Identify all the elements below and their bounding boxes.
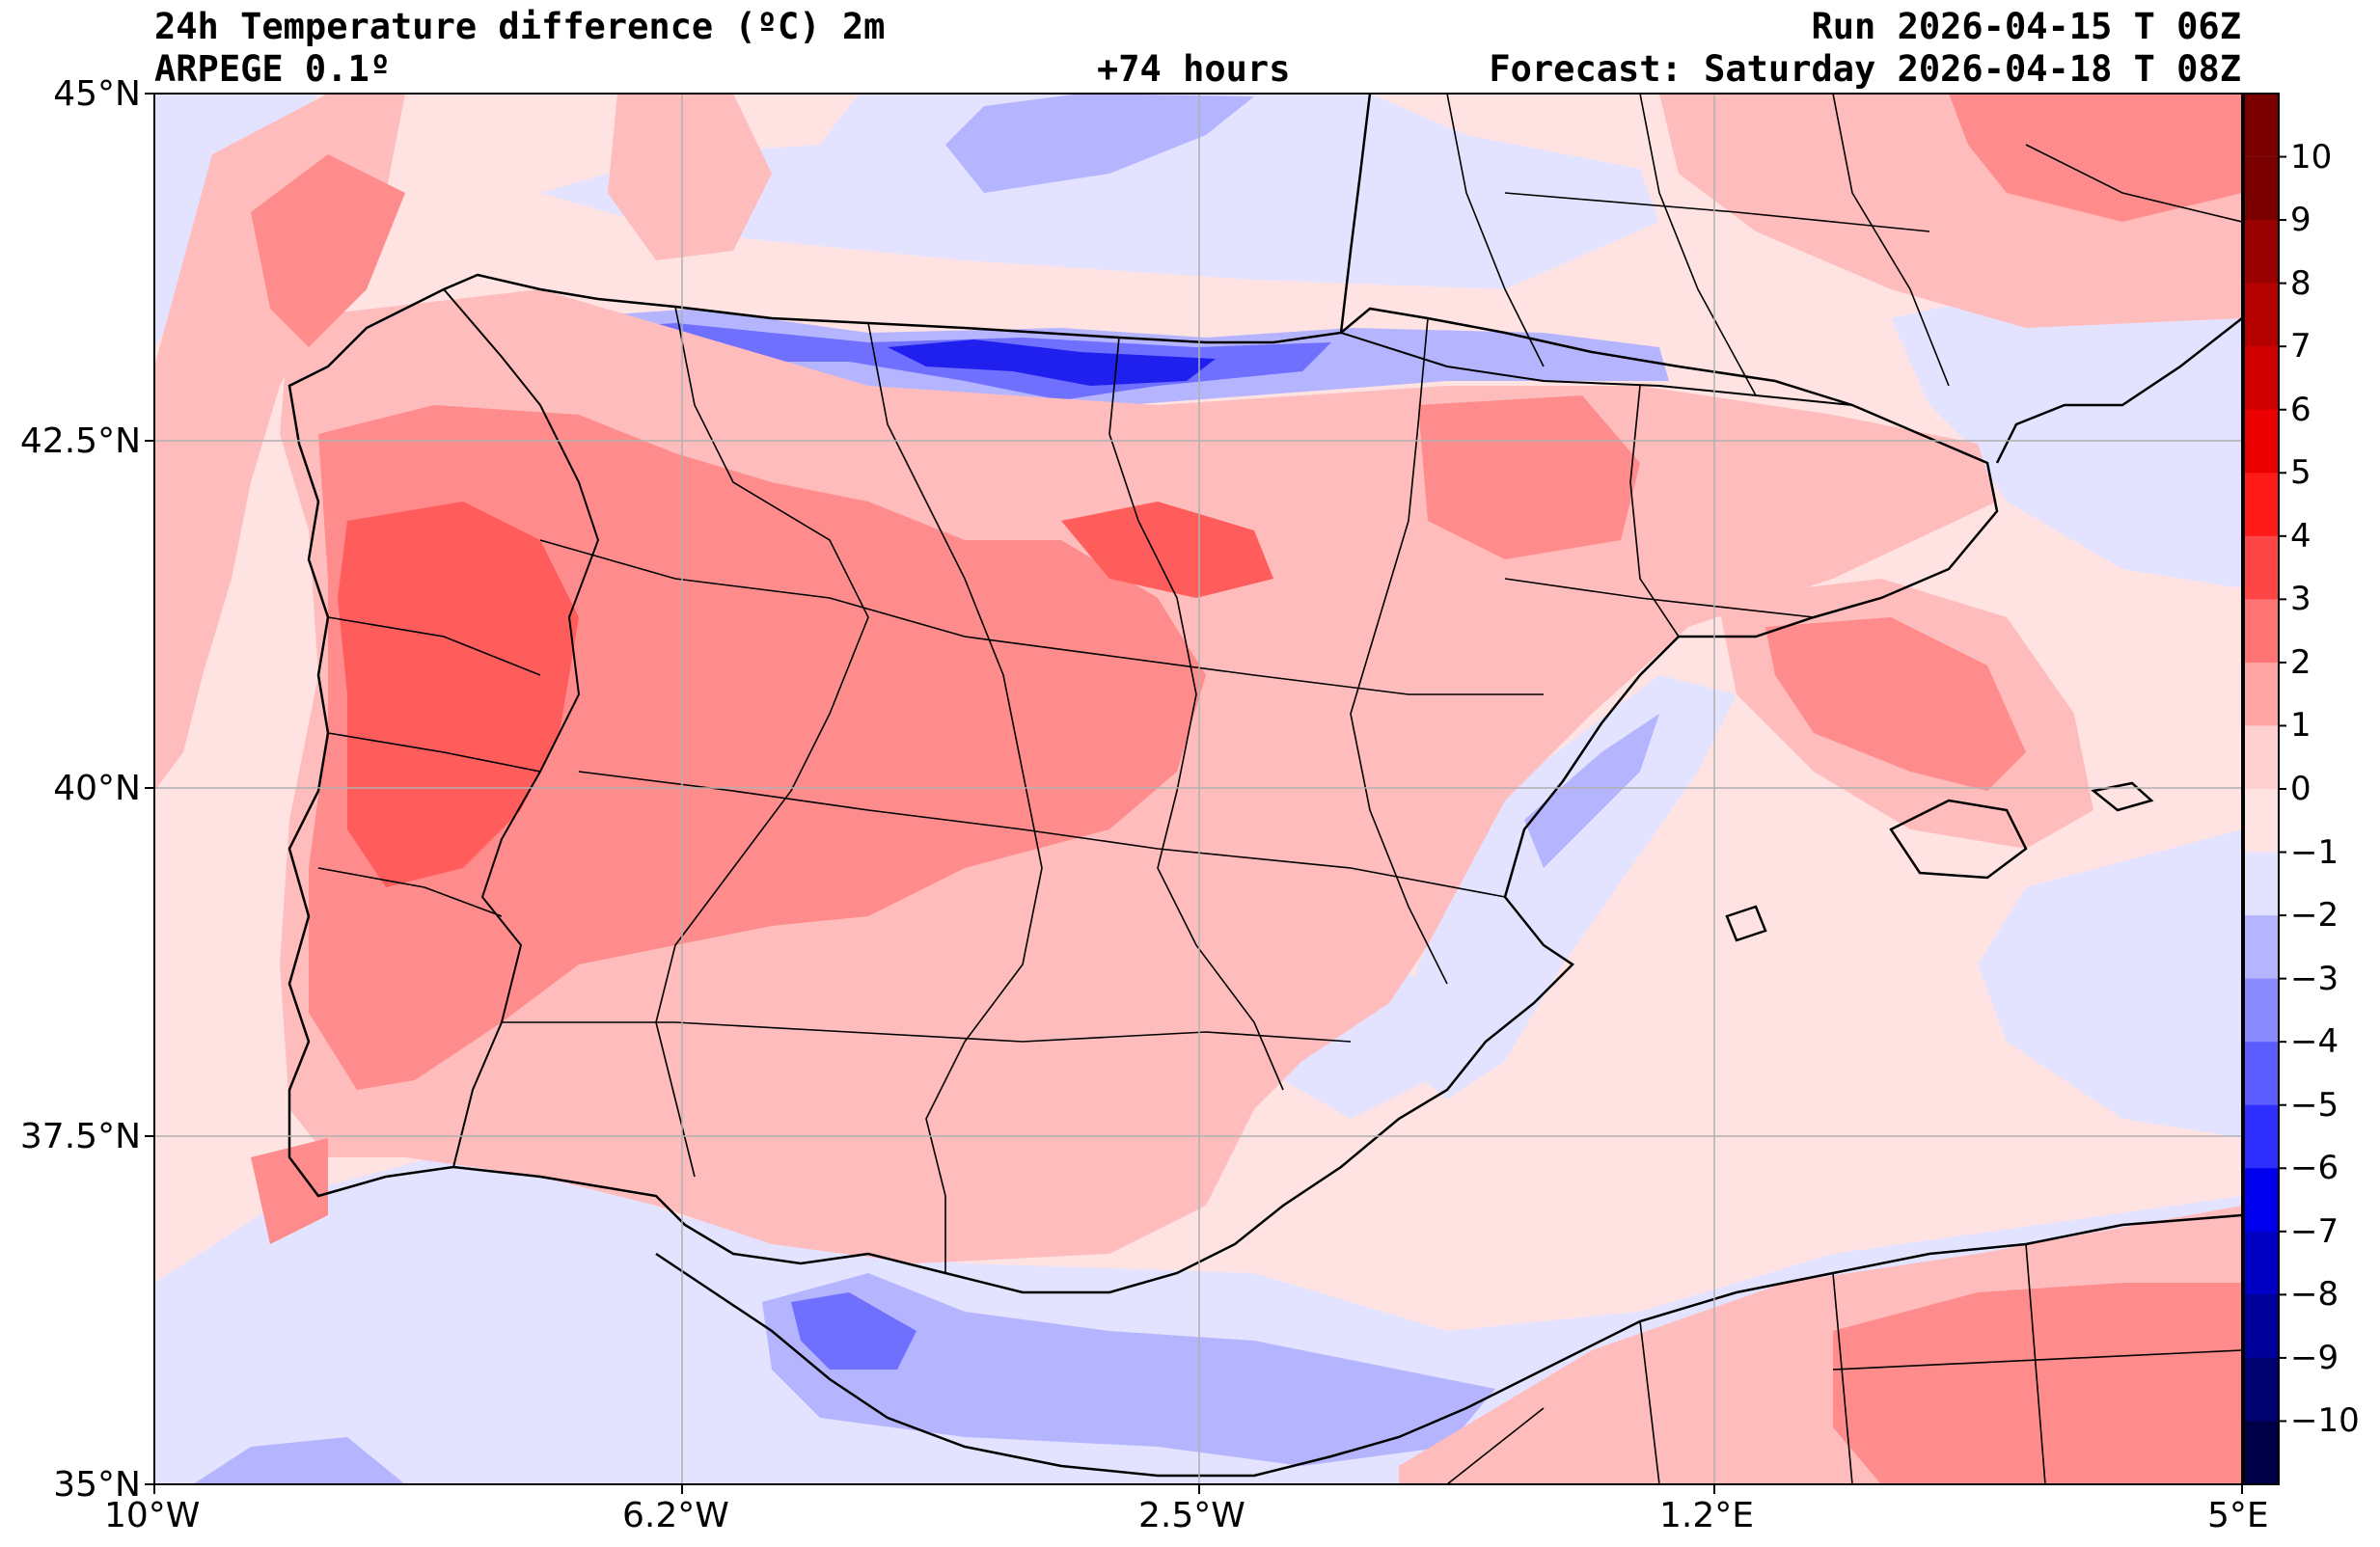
coastline-iberia — [287, 273, 1999, 1294]
colorbar-bin — [2244, 283, 2279, 347]
colorbar-label: 10 — [2290, 137, 2333, 176]
colorbar-bin — [2244, 156, 2279, 221]
colorbar-label: −4 — [2290, 1022, 2339, 1062]
run-time: Run 2026-04-15 T 06Z — [1811, 6, 2241, 47]
cool-area-bay-of-biscay — [540, 94, 1659, 289]
colorbar-label: 5 — [2290, 453, 2312, 493]
colorbar-bin — [2244, 1421, 2279, 1485]
colorbar-bin — [2244, 1104, 2279, 1169]
colorbar-label: 8 — [2290, 263, 2312, 303]
colorbar-bin — [2244, 1042, 2279, 1106]
colorbar-label: 3 — [2290, 580, 2312, 619]
lat-label-42-5n: 42.5°N — [19, 421, 141, 461]
lon-label-6-2w: 6.2°W — [622, 1496, 729, 1535]
colorbar-label: −7 — [2290, 1211, 2339, 1251]
warm-area-atlantic-west-core — [251, 154, 405, 347]
lat-label-37-5n: 37.5°N — [19, 1117, 141, 1156]
lat-label-45n: 45°N — [53, 74, 141, 114]
axis-ticks — [145, 93, 2243, 1494]
cool-area-bay-blue — [945, 94, 1254, 193]
lon-label-5e: 5°E — [2207, 1496, 2269, 1535]
island-mallorca — [1889, 799, 2028, 880]
warm-area-biscay-strip — [608, 94, 772, 260]
warm-area-center-hot — [1061, 502, 1273, 598]
cool-area-southwest — [193, 1437, 405, 1484]
colorbar-bin — [2244, 978, 2279, 1043]
cool-strip-cantabrian-deep — [888, 339, 1216, 386]
colorbar-label: 7 — [2290, 327, 2312, 366]
cool-area-atlantic-nw — [154, 94, 318, 347]
lat-label-40n: 40°N — [53, 769, 141, 808]
warm-area-northeast — [1418, 395, 1640, 559]
colorbar-bin — [2244, 346, 2279, 411]
country-borders-africa — [1446, 1243, 2242, 1484]
colorbar-label: −9 — [2290, 1338, 2339, 1377]
colorbar-bin — [2244, 1168, 2279, 1233]
cool-area-valencia-blue — [1524, 714, 1659, 868]
model-name: ARPEGE 0.1º — [154, 48, 392, 90]
colorbar-bin — [2244, 1294, 2279, 1359]
colorbar-label: −2 — [2290, 896, 2339, 936]
coastline-africa — [655, 1213, 2242, 1478]
colorbar-label: −1 — [2290, 832, 2339, 872]
warm-area-algarve — [251, 1138, 328, 1244]
colorbar-bin — [2244, 409, 2279, 474]
cool-area-alboran — [762, 1273, 1495, 1466]
colorbar-label: 2 — [2290, 642, 2312, 682]
province-borders-france — [1446, 94, 2242, 396]
colorbar-bin — [2244, 1231, 2279, 1295]
colorbar-bin-overflow — [2244, 94, 2279, 157]
colorbar-label: −10 — [2290, 1401, 2360, 1441]
cool-area-gulf-lion — [1891, 289, 2242, 588]
colorbar-bin — [2244, 915, 2279, 980]
colorbar-label: −3 — [2290, 959, 2339, 998]
island-ibiza — [1725, 905, 1767, 942]
warm-area-balearic-core — [1765, 617, 2026, 791]
colorbar-bin — [2244, 852, 2279, 916]
warm-area-portugal-hot — [338, 502, 579, 887]
country-border-pyrenees — [1340, 332, 1853, 406]
colorbar-label: 4 — [2290, 516, 2312, 556]
province-borders — [317, 306, 1815, 1273]
country-border-portugal — [443, 288, 600, 1168]
colorbar-label: 6 — [2290, 390, 2312, 429]
colorbar-label: 0 — [2290, 770, 2312, 808]
temperature-field — [154, 94, 2242, 1484]
warm-area-atlantic-west — [154, 94, 405, 791]
colorbar-label: −8 — [2290, 1275, 2339, 1315]
lon-label-10w: 10°W — [104, 1496, 201, 1535]
cool-area-east-sea — [1978, 829, 2242, 1138]
colorbar-bin — [2244, 535, 2279, 600]
lead-time: +74 hours — [1097, 48, 1291, 90]
colorbar-bin — [2244, 662, 2279, 726]
cool-area-alboran-core — [791, 1292, 916, 1370]
lat-label-35n: 35°N — [53, 1465, 141, 1505]
colorbar-label: −6 — [2290, 1149, 2339, 1188]
colorbar — [2243, 93, 2286, 1485]
colorbar-bin — [2244, 220, 2279, 285]
colorbar-bin — [2244, 789, 2279, 854]
graticule — [154, 94, 2242, 1484]
colorbar-bin — [2244, 599, 2279, 664]
warm-area-france-core — [1949, 94, 2242, 222]
chart-title: 24h Temperature difference (ºC) 2m — [154, 6, 886, 47]
cool-area-valencia-coast — [1399, 675, 1737, 1099]
colorbar-bin — [2244, 725, 2279, 790]
colorbar-label: 1 — [2290, 706, 2312, 746]
colorbar-label: 9 — [2290, 201, 2312, 240]
colorbar-bin — [2244, 1357, 2279, 1422]
colorbar-bin — [2244, 473, 2279, 537]
lon-label-2-5w: 2.5°W — [1138, 1496, 1245, 1535]
colorbar-label: −5 — [2290, 1085, 2339, 1125]
lon-label-1-2e: 1.2°E — [1659, 1496, 1754, 1535]
coastline-france — [1339, 94, 2242, 464]
island-menorca — [2091, 781, 2154, 812]
forecast-time: Forecast: Saturday 2026-04-18 T 08Z — [1489, 48, 2241, 90]
